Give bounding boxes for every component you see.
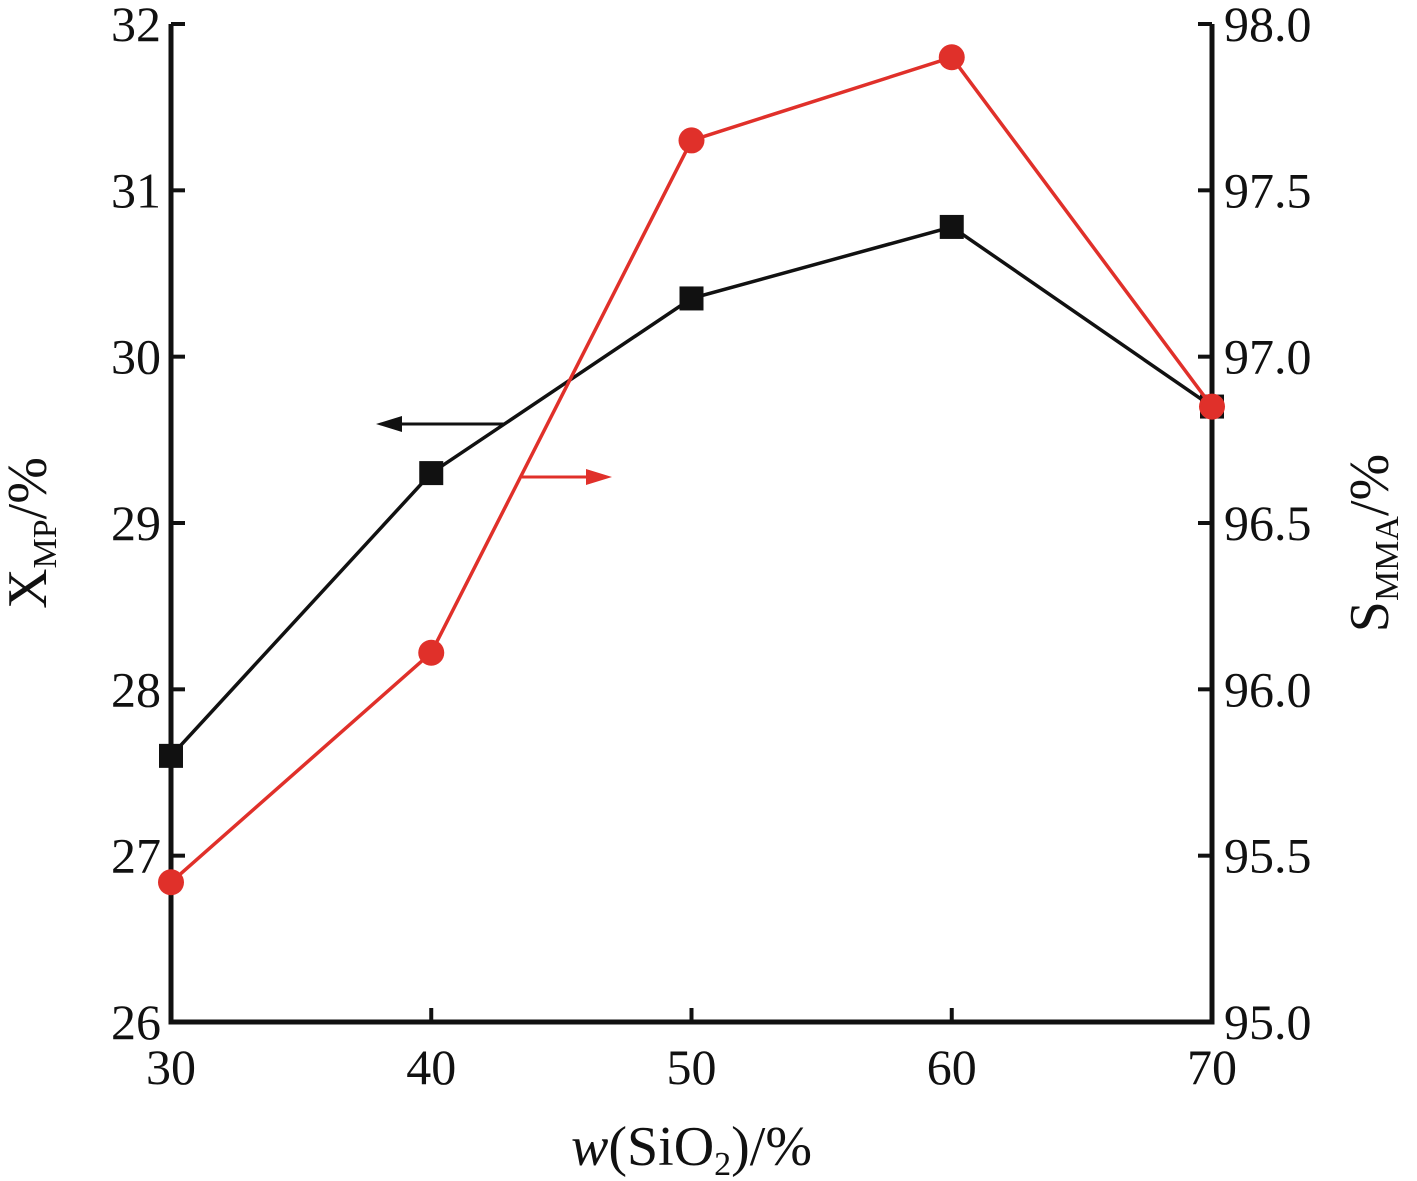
y-left-title-suffix: /% [0,457,59,519]
y-left-tick-label: 31 [111,162,161,218]
series-2-point [938,44,965,71]
y-right-tick-label: 97.5 [1224,162,1312,218]
arrow-right-head [586,469,612,485]
y-right-tick-label: 96.0 [1224,661,1312,717]
y-right-axis-title: SMMA/% [1339,454,1406,632]
series-1-point [419,461,444,486]
x-tick-label: 70 [1187,1039,1237,1095]
series-2-line [169,55,1214,884]
y-right-tick-label: 96.5 [1224,495,1312,551]
series-1-point [939,214,964,239]
y-left-title-sub: MP [27,519,64,568]
series-1-point [159,743,183,768]
y-left-tick-label: 32 [111,0,161,52]
x-tick-label: 50 [667,1039,717,1095]
x-title-sub: 2 [714,1146,731,1181]
series-1-point [679,286,704,311]
x-tick-label: 60 [927,1039,977,1095]
y-right-title-main: S [1339,601,1401,632]
y-left-tick-label: 30 [111,329,161,385]
x-title-suffix: )/% [731,1116,812,1178]
axes: 26 27 28 29 30 31 32 95.0 95.5 96.0 96.5 97.0 97.5 98… [111,0,1312,1095]
y-right-tick-label: 97.0 [1224,329,1312,385]
x-tick-label: 30 [146,1039,196,1095]
series-2-point [1199,393,1225,420]
series-layer [158,44,1225,896]
y-right-tick-label: 95.5 [1224,828,1312,884]
annotations [376,416,612,485]
x-tick-label: 40 [406,1039,456,1095]
y-left-tick-label: 29 [111,495,161,551]
series-2-point [158,869,184,896]
x-title-var: w [571,1116,608,1178]
y-right-title-suffix: /% [1339,454,1401,516]
y-right-tick-label: 98.0 [1224,0,1312,52]
y-left-tick-label: 26 [111,994,161,1050]
x-axis-title: w(SiO2)/% [571,1116,812,1181]
y-right-title-sub: MMA [1369,516,1406,601]
series-2-point [418,639,445,666]
y-left-tick-label: 28 [111,661,161,717]
arrow-left-head [376,416,402,432]
y-right-tick-label: 95.0 [1224,994,1312,1050]
y-left-axis-title: XMP/% [0,457,64,609]
series-2-point [678,127,705,154]
y-left-title-main: X [0,568,59,608]
y-left-tick-label: 27 [111,828,161,884]
x-title-mid: (SiO [608,1116,714,1178]
